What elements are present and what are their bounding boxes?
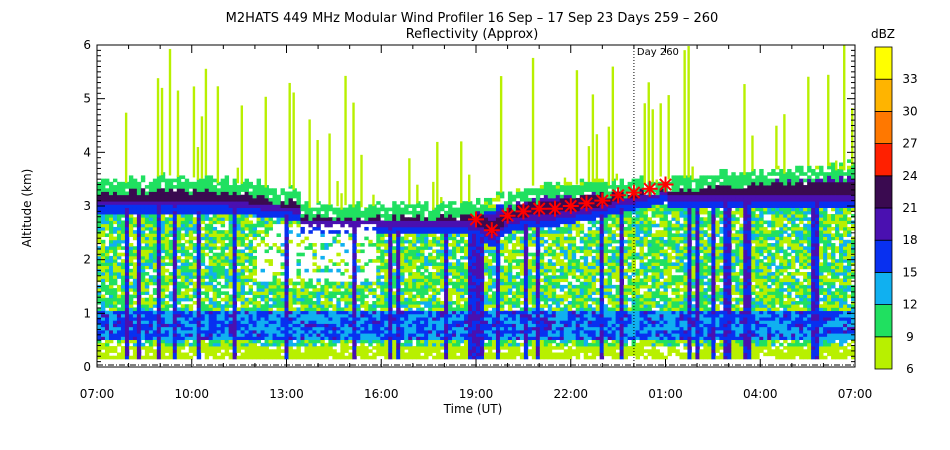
chart-title: M2HATS 449 MHz Modular Wind Profiler 16 … — [226, 11, 719, 26]
x-tick-label: 01:00 — [648, 387, 683, 401]
colorbar-tick-label: 30 — [902, 104, 917, 118]
colorbar-tick-label: 9 — [906, 330, 914, 344]
marker-point — [578, 195, 595, 212]
colorbar-segment — [874, 175, 893, 209]
marker-point — [657, 176, 674, 193]
x-tick-label: 19:00 — [459, 387, 494, 401]
colorbar-label: dBZ — [871, 27, 895, 41]
y-axis-label: Altitude (km) — [20, 169, 34, 248]
x-tick-label: 07:00 — [838, 387, 873, 401]
colorbar-tick-label: 27 — [902, 137, 917, 151]
colorbar-segment — [874, 207, 893, 241]
colorbar-tick-label: 24 — [902, 169, 917, 183]
x-tick-label: 13:00 — [269, 387, 304, 401]
y-tick-label: 4 — [83, 145, 91, 159]
y-tick-label: 3 — [83, 199, 91, 213]
marker-series — [468, 176, 674, 239]
y-tick-label: 2 — [83, 253, 91, 267]
marker-point — [625, 184, 642, 201]
colorbar-tick-label: 12 — [902, 298, 917, 312]
y-tick-label: 6 — [83, 38, 91, 52]
chart-subtitle: Reflectivity (Approx) — [406, 27, 539, 42]
colorbar-segment — [874, 143, 893, 177]
marker-point — [610, 187, 627, 204]
day-marker-label: Day 260 — [637, 47, 679, 58]
x-tick-label: 16:00 — [364, 387, 399, 401]
colorbar-tick-label: 6 — [906, 362, 914, 376]
marker-point — [468, 211, 484, 228]
colorbar-tick-label: 21 — [902, 201, 917, 215]
axes: 0 1 2 3 4 5 6 07:00 10:00 13:00 16:00 19:00 22:00 01:… — [80, 38, 873, 401]
colorbar-tick-label: 33 — [902, 72, 917, 86]
heatmap-area — [97, 45, 856, 360]
y-tick-label: 5 — [83, 92, 91, 106]
colorbar-segment — [874, 46, 893, 80]
colorbar-segment — [874, 239, 893, 273]
marker-point — [641, 180, 658, 197]
marker-point — [594, 192, 611, 209]
marker-point — [483, 222, 500, 239]
x-axis-label: Time (UT) — [443, 402, 503, 416]
colorbar-segment — [874, 111, 893, 145]
colorbar-tick-label: 15 — [902, 265, 917, 279]
y-tick-label: 0 — [83, 360, 91, 374]
marker-point — [547, 200, 563, 217]
marker-point — [562, 198, 579, 214]
colorbar-segment — [874, 336, 893, 370]
colorbar-tick-label: 18 — [902, 233, 917, 247]
colorbar-segment — [874, 304, 893, 338]
colorbar: 6 9 12 15 18 21 24 27 30 33 — [874, 46, 918, 376]
x-tick-label: 04:00 — [743, 387, 778, 401]
colorbar-segment — [874, 78, 893, 112]
colorbar-segment — [874, 271, 893, 305]
marker-point — [531, 200, 548, 217]
x-tick-label: 10:00 — [174, 387, 209, 401]
x-tick-label: 07:00 — [80, 387, 115, 401]
y-tick-label: 1 — [83, 306, 91, 320]
marker-point — [499, 207, 516, 224]
x-tick-label: 22:00 — [553, 387, 588, 401]
marker-point — [515, 203, 532, 220]
